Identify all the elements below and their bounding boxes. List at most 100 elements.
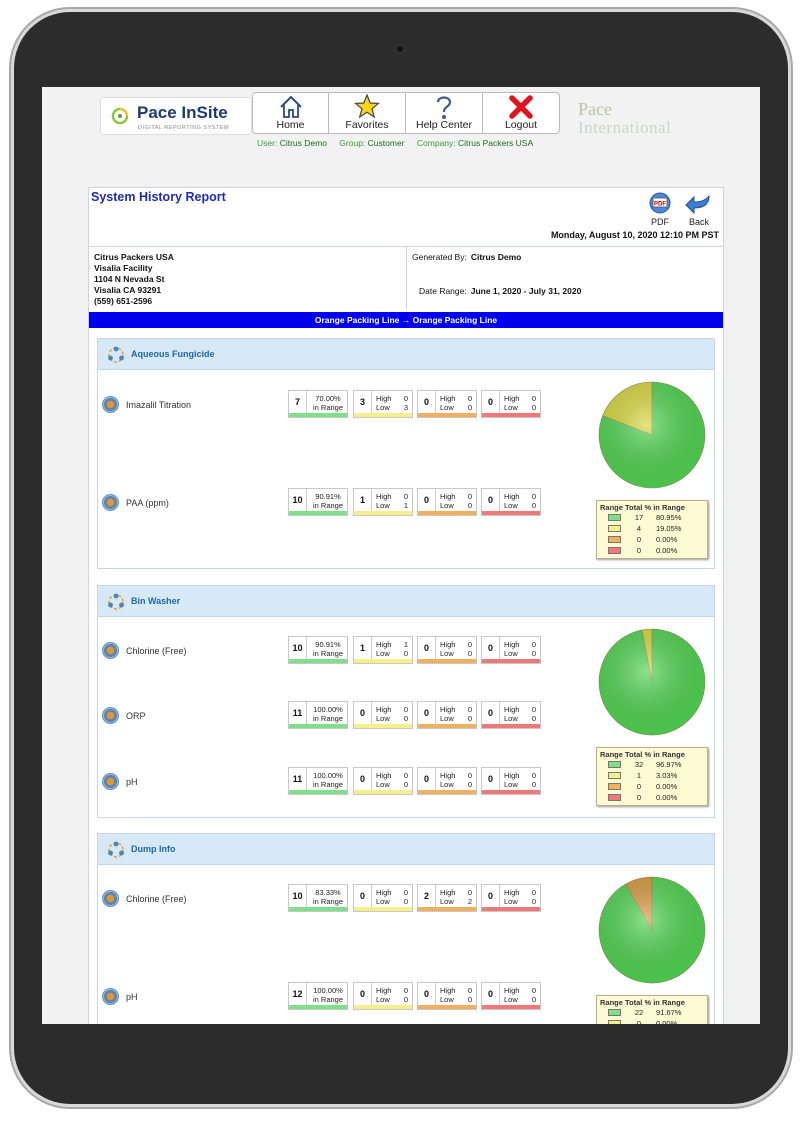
date-range-value: June 1, 2020 - July 31, 2020 bbox=[470, 286, 582, 296]
section-header[interactable]: Aqueous Fungicide bbox=[98, 339, 714, 370]
warning-box[interactable]: 0 High Low 0 0 bbox=[417, 390, 477, 418]
parameter-row[interactable]: Chlorine (Free) 10 90.91% in Range 1 High Low 1… bbox=[98, 634, 714, 668]
in-range-box[interactable]: 10 90.91% in Range bbox=[288, 488, 348, 516]
warning-box[interactable]: 0 High Low 0 0 bbox=[417, 767, 477, 795]
parameter-name[interactable]: Imazalil Titration bbox=[126, 400, 192, 410]
alarm-box[interactable]: 0 High Low 0 0 bbox=[481, 390, 541, 418]
parameter-row[interactable]: Imazalil Titration 7 70.00% in Range 3 High Lo… bbox=[98, 388, 714, 422]
caution-box[interactable]: 1 High Low 0 1 bbox=[353, 488, 413, 516]
caution-box[interactable]: 1 High Low 1 0 bbox=[353, 636, 413, 664]
pdf-button[interactable]: PDF PDF bbox=[645, 192, 675, 227]
parameter-row[interactable]: PAA (ppm) 10 90.91% in Range 1 High Low 0 1 0 High… bbox=[98, 486, 714, 520]
in-range-box[interactable]: 11 100.00% in Range bbox=[288, 767, 348, 795]
alarm-box[interactable]: 0 High Low 0 0 bbox=[481, 636, 541, 664]
legend-percent: 0.00% bbox=[656, 1019, 678, 1024]
parameter-row[interactable]: pH 12 100.00% in Range 0 High Low 0 0 0 High Low 0 0 0… bbox=[98, 980, 714, 1014]
legend-header: Range Total % in Range bbox=[600, 750, 704, 759]
legend-total-header: Total bbox=[625, 750, 643, 759]
high-label: High bbox=[440, 640, 456, 649]
parameter-name[interactable]: ORP bbox=[126, 711, 146, 721]
in-range-box[interactable]: 10 83.33% in Range bbox=[288, 884, 348, 912]
in-range-count: 11 bbox=[289, 702, 307, 725]
in-range-label: in Range bbox=[312, 649, 344, 658]
alarm-box[interactable]: 0 High Low 0 0 bbox=[481, 701, 541, 729]
in-range-box[interactable]: 12 100.00% in Range bbox=[288, 982, 348, 1010]
warning-box[interactable]: 0 High Low 0 0 bbox=[417, 701, 477, 729]
low-value: 0 bbox=[467, 780, 472, 789]
alarm-box[interactable]: 0 High Low 0 0 bbox=[481, 884, 541, 912]
low-label: Low bbox=[504, 714, 518, 723]
parameter-name[interactable]: pH bbox=[126, 992, 138, 1002]
in-range-percent: 100.00% in Range bbox=[309, 986, 347, 1004]
caution-box[interactable]: 0 High Low 0 0 bbox=[353, 982, 413, 1010]
pie-shading bbox=[599, 629, 705, 735]
high-value: 0 bbox=[531, 394, 536, 403]
parameter-row[interactable]: pH 11 100.00% in Range 0 High Low 0 0 0 High Low 0 0 0… bbox=[98, 765, 714, 799]
help-center-button[interactable]: Help Center bbox=[406, 92, 483, 134]
parameter-icon bbox=[102, 773, 119, 790]
parameter-row[interactable]: Chlorine (Free) 10 83.33% in Range 0 High Low 0… bbox=[98, 882, 714, 916]
warning-box[interactable]: 0 High Low 0 0 bbox=[417, 488, 477, 516]
pace-insite-logo[interactable]: Pace InSite DIGITAL REPORTING SYSTEM bbox=[100, 97, 252, 135]
parameter-name[interactable]: Chlorine (Free) bbox=[126, 894, 187, 904]
low-value: 0 bbox=[531, 403, 536, 412]
pie-shading bbox=[599, 382, 705, 488]
high-label: High bbox=[504, 986, 520, 995]
warning-box[interactable]: 0 High Low 0 0 bbox=[417, 982, 477, 1010]
alarm-box[interactable]: 0 High Low 0 0 bbox=[481, 767, 541, 795]
low-label: Low bbox=[376, 714, 390, 723]
warning-box-count: 0 bbox=[418, 983, 436, 1006]
section-header[interactable]: Bin Washer bbox=[98, 586, 714, 617]
legend-range-header: Range bbox=[600, 503, 623, 512]
in-range-box[interactable]: 10 90.91% in Range bbox=[288, 636, 348, 664]
in-range-percent: 100.00% in Range bbox=[309, 705, 347, 723]
in-range-percent-value: 90.91% bbox=[315, 492, 341, 501]
high-value: 0 bbox=[467, 640, 472, 649]
caution-box[interactable]: 3 High Low 0 3 bbox=[353, 390, 413, 418]
warning-box-strip bbox=[418, 724, 476, 728]
legend-swatch bbox=[608, 794, 621, 801]
in-range-strip bbox=[289, 724, 347, 728]
high-value: 0 bbox=[531, 888, 536, 897]
caution-box-strip bbox=[354, 511, 412, 515]
warning-box-count: 0 bbox=[418, 489, 436, 512]
low-label: Low bbox=[440, 780, 454, 789]
in-range-box[interactable]: 7 70.00% in Range bbox=[288, 390, 348, 418]
logo-title: Pace InSite bbox=[137, 103, 228, 122]
warning-box[interactable]: 0 High Low 0 0 bbox=[417, 636, 477, 664]
parameter-row[interactable]: ORP 11 100.00% in Range 0 High Low 0 0 0 High Low 0 0… bbox=[98, 699, 714, 733]
alarm-box-strip bbox=[482, 907, 540, 911]
low-label: Low bbox=[440, 714, 454, 723]
back-button[interactable]: Back bbox=[684, 194, 714, 227]
pace-international-logo: Pace International bbox=[578, 99, 671, 138]
in-range-box[interactable]: 11 100.00% in Range bbox=[288, 701, 348, 729]
legend-pct-header: % in Range bbox=[644, 503, 685, 512]
logout-button[interactable]: Logout bbox=[483, 92, 560, 134]
favorites-button[interactable]: Favorites bbox=[329, 92, 406, 134]
parameter-name[interactable]: pH bbox=[126, 777, 138, 787]
caution-box-labels: High Low bbox=[376, 492, 391, 510]
alarm-box[interactable]: 0 High Low 0 0 bbox=[481, 982, 541, 1010]
caution-box[interactable]: 0 High Low 0 0 bbox=[353, 701, 413, 729]
parameter-name[interactable]: PAA (ppm) bbox=[126, 498, 169, 508]
high-label: High bbox=[376, 888, 392, 897]
low-label: Low bbox=[440, 403, 454, 412]
alarm-box[interactable]: 0 High Low 0 0 bbox=[481, 488, 541, 516]
parameter-name[interactable]: Chlorine (Free) bbox=[126, 646, 187, 656]
low-value: 0 bbox=[531, 995, 536, 1004]
home-button[interactable]: Home bbox=[252, 92, 329, 134]
legend-pct-header: % in Range bbox=[644, 998, 685, 1007]
section-header[interactable]: Dump Info bbox=[98, 834, 714, 865]
caution-box[interactable]: 0 High Low 0 0 bbox=[353, 767, 413, 795]
high-label: High bbox=[376, 640, 392, 649]
warning-box[interactable]: 2 High Low 0 2 bbox=[417, 884, 477, 912]
in-range-percent: 100.00% in Range bbox=[309, 771, 347, 789]
in-range-count: 7 bbox=[289, 391, 307, 414]
alarm-box-count: 0 bbox=[482, 391, 500, 414]
in-range-strip bbox=[289, 907, 347, 911]
in-range-percent-value: 90.91% bbox=[315, 640, 341, 649]
caution-box[interactable]: 0 High Low 0 0 bbox=[353, 884, 413, 912]
alarm-box-strip bbox=[482, 1005, 540, 1009]
